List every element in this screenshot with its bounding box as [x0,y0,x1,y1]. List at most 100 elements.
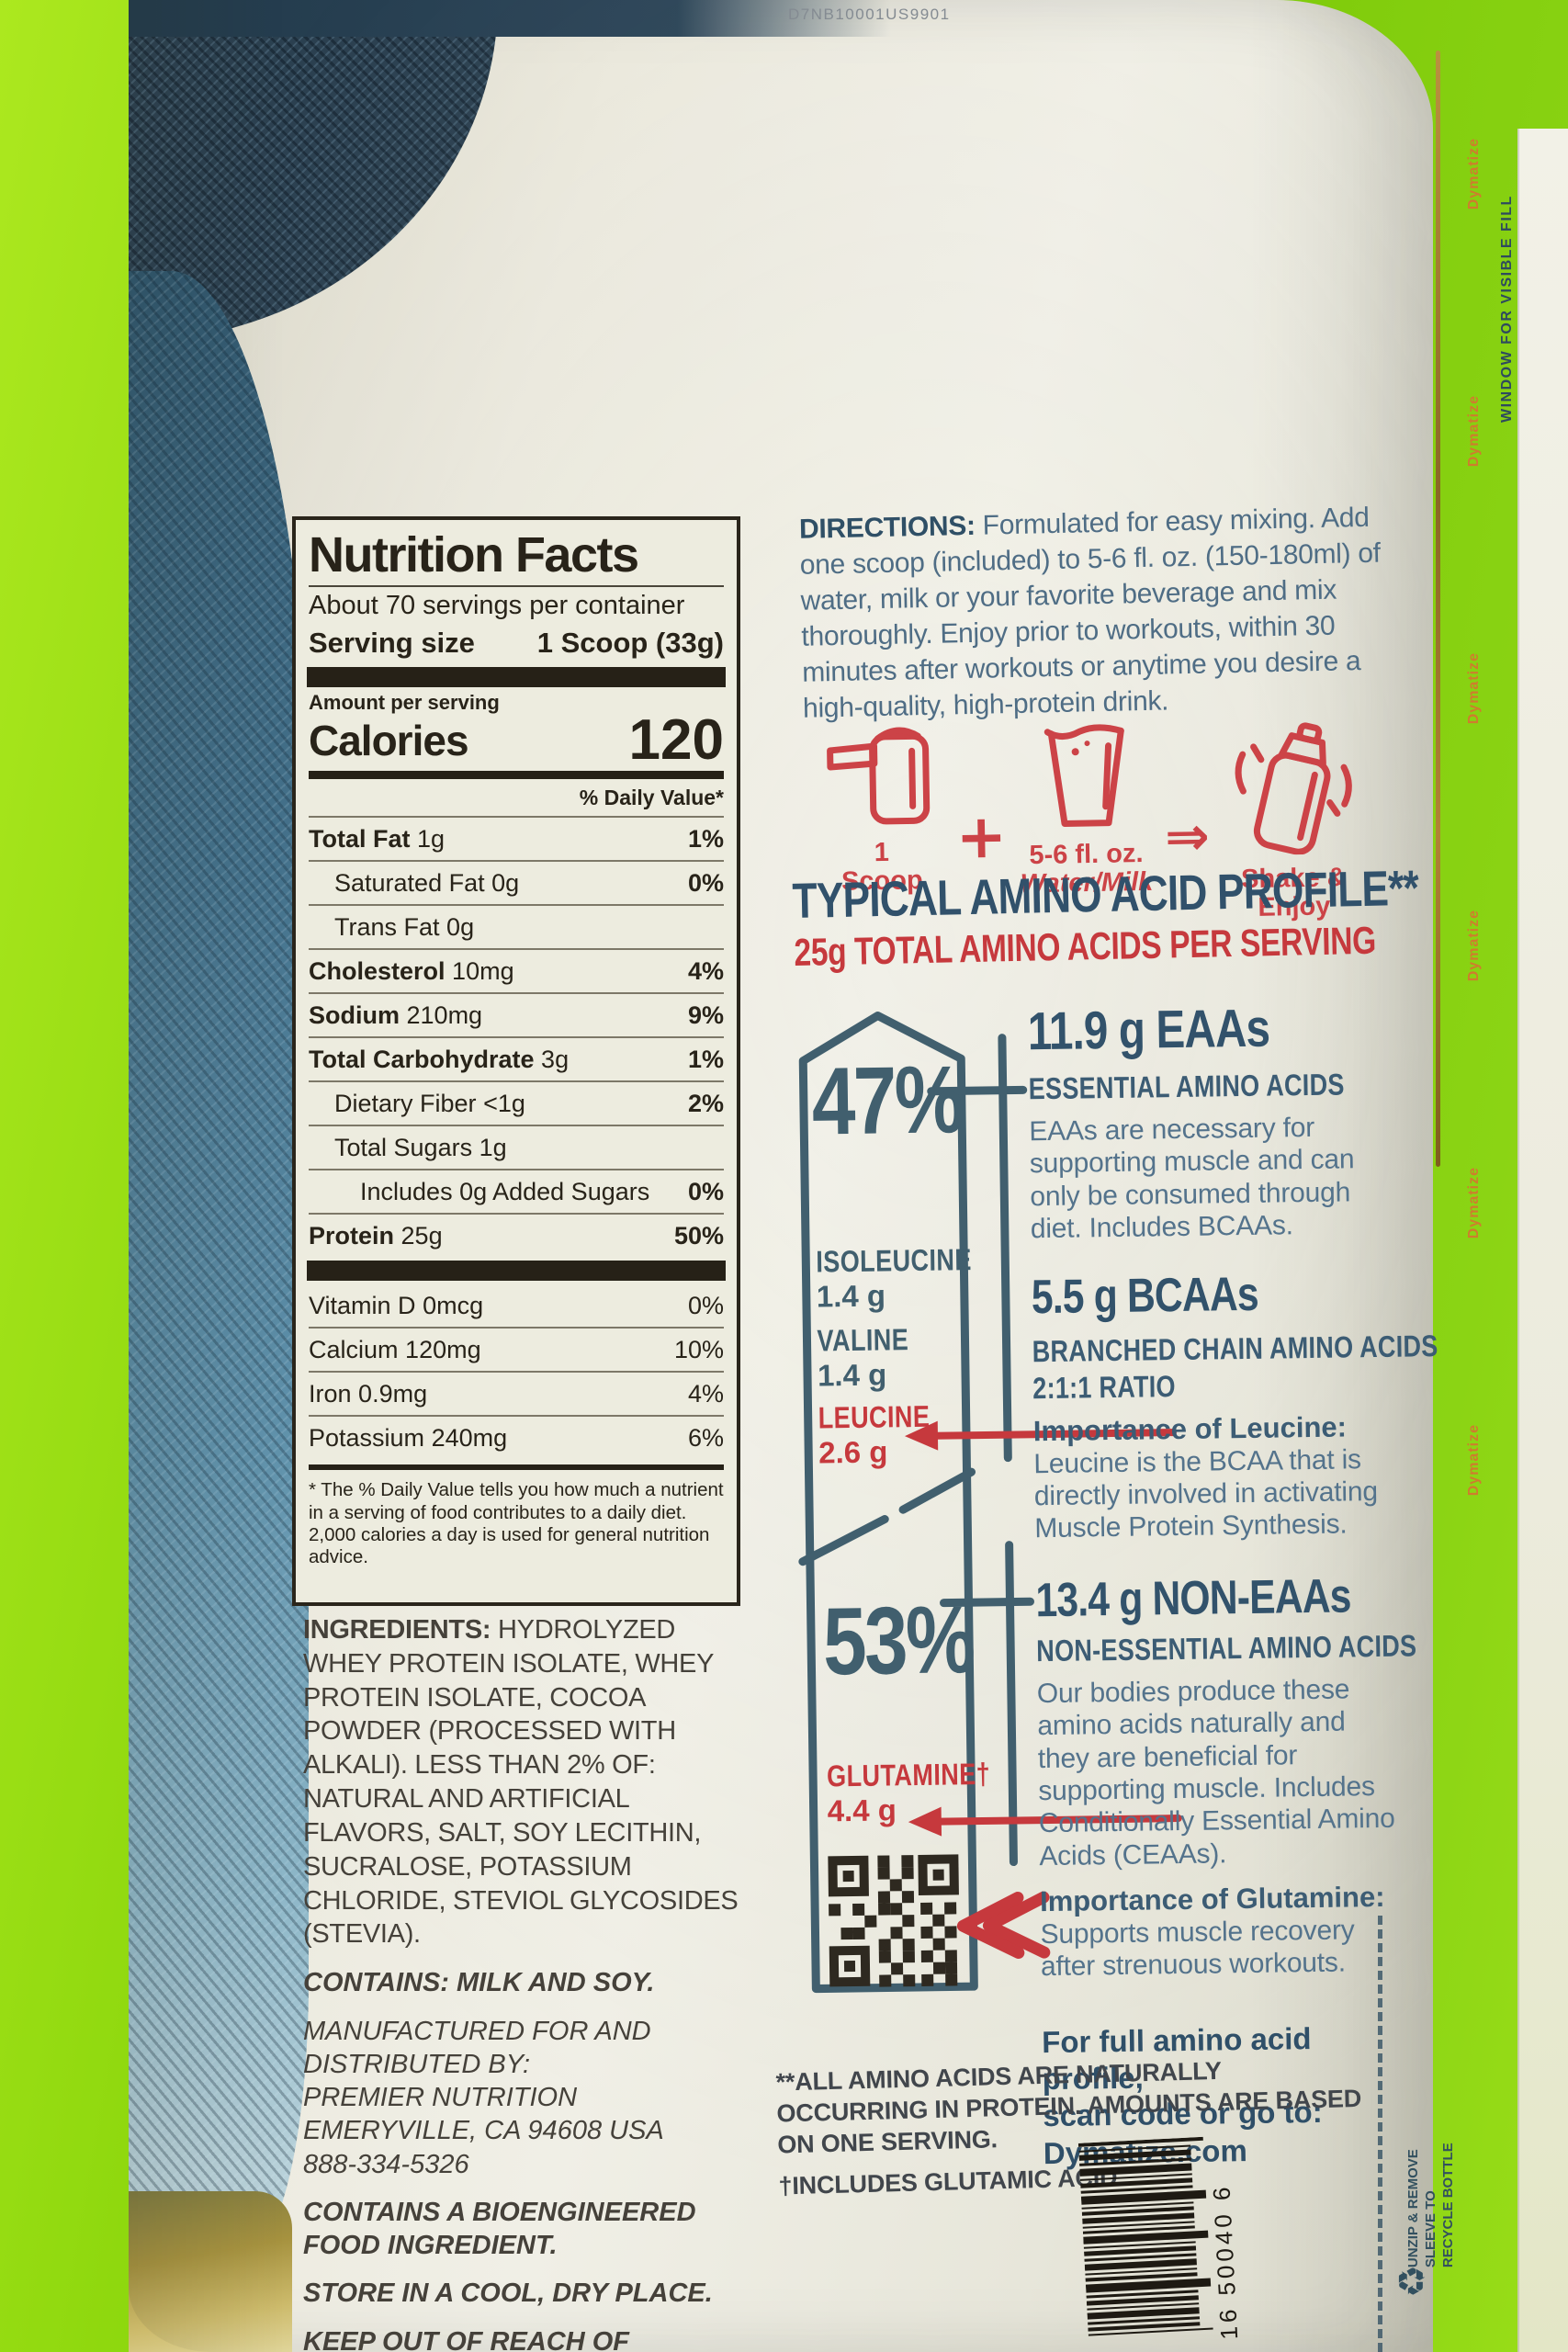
serving-size-row: Serving size 1 Scoop (33g) [309,627,724,660]
tear-strip-dashed-line [1378,1916,1382,2352]
eaa-heading: 11.9 g EAAs [1027,998,1270,1062]
nutrient-name-text: Calcium [309,1336,399,1364]
nutrient-dv: 6% [687,1424,724,1453]
step-shake: Shake & Enjoy [1216,714,1368,923]
brand-mark-vertical: Dymatize [1466,1167,1482,1239]
calories-row: Calories 120 [309,707,724,772]
eaa-percent: 47% [811,1046,963,1156]
mixing-steps: 1 Scoop + 5-6 fl. oz. Water/Milk ⇒ [814,714,1369,931]
nutrient-name-text: Includes 0g Added Sugars [360,1178,650,1206]
nutrient-name: Includes 0g Added Sugars [309,1178,649,1206]
nutrient-name-text: Total Sugars [334,1134,473,1162]
nutrient-amount: 10mg [452,957,514,986]
nutrient-dv: 9% [687,1001,724,1030]
daily-value-header: % Daily Value* [579,786,724,810]
nutrient-amount: <1g [483,1090,525,1118]
nutrient-name-text: Total Fat [309,825,411,854]
amino-annotations: 11.9 g EAAs ESSENTIAL AMINO ACIDS EAAs a… [1027,996,1438,2172]
vitamin-row: Potassium 240mg 6% [309,1415,724,1459]
nutrient-dv: 0% [687,1292,724,1320]
window-for-visible-fill-text: WINDOW FOR VISIBLE FILL [1499,195,1515,423]
lot-code: D7NB10001US9901 [788,6,951,23]
non-eaa-subheading: NON-ESSENTIAL AMINO ACIDS [1035,1628,1417,1668]
nutrient-name: Trans Fat 0g [309,913,474,942]
brand-mark-vertical: Dymatize [1466,910,1482,982]
sleeve-edge-strip [1517,129,1568,2352]
ingredients-label: INGREDIENTS: [303,1615,491,1645]
nutrient-amount: 240mg [431,1424,508,1453]
bcaa-subheading: BRANCHED CHAIN AMINO ACIDS [1032,1328,1438,1368]
non-eaa-body: Our bodies produce these amino acids nat… [1036,1674,1395,1871]
nutrient-name-text: Total Carbohydrate [309,1046,535,1074]
nutrient-name: Saturated Fat 0g [309,869,519,898]
directions-label: DIRECTIONS: [798,510,976,545]
amino-chart-lines [798,1012,1182,1994]
nutrient-name: Total Sugars 1g [309,1134,507,1162]
nutrient-amount: 25g [400,1222,443,1250]
nutrient-row: Sodium 210mg 9% [309,992,724,1036]
nutrient-row: Trans Fat 0g [309,904,724,948]
nutrient-dv: 50% [673,1222,724,1250]
medium-divider [309,1464,724,1471]
valine-label: VALINE [817,1322,909,1358]
non-eaa-percent: 53% [822,1587,975,1696]
shaker-icon [1224,722,1362,860]
nutrient-name-text: Dietary Fiber [334,1090,477,1118]
double-arrow-icon: ⇒ [1164,804,1211,868]
calories-value: 120 [628,707,724,772]
nutrient-amount: 210mg [406,1001,483,1030]
bottle-side-texture [129,271,309,2256]
nutrient-amount: 1g [417,825,446,854]
vitamin-row: Iron 0.9mg 4% [309,1371,724,1415]
nutrient-name: Vitamin D 0mcg [309,1292,483,1320]
bottle-top-edge [129,0,891,37]
servings-per-container: About 70 servings per container [309,590,685,620]
plus-sign: + [955,800,1008,873]
allergen-statement: CONTAINS: MILK AND SOY. [303,1968,655,1998]
brand-mark-vertical: Dymatize [1466,395,1482,468]
brand-mark-vertical: Dymatize [1466,138,1482,210]
nutrient-amount: 0g [491,869,520,898]
ingredients: INGREDIENTS: HYDROLYZED WHEY PROTEIN ISO… [303,1613,742,1951]
isoleucine-value: 1.4 g [816,1278,886,1314]
distributor-label: MANUFACTURED FOR AND DISTRIBUTED BY: [303,2016,651,2079]
vitamin-row: Calcium 120mg 10% [309,1327,724,1371]
nutrient-row: Protein 25g 50% [309,1213,724,1257]
nutrient-dv: 10% [673,1336,724,1364]
serving-size-label: Serving size [309,626,475,659]
thick-divider [307,666,726,687]
leucine-note-body: Leucine is the BCAA that is directly inv… [1033,1443,1379,1544]
qr-code [824,1850,964,1995]
nutrition-facts-title: Nutrition Facts [309,527,639,582]
non-eaa-heading: 13.4 g NON-EAAs [1035,1569,1351,1627]
amount-per-serving: Amount per serving [309,690,500,714]
nutrient-dv: 0% [687,869,724,898]
nutrient-row: Total Carbohydrate 3g 1% [309,1036,724,1080]
nutrient-amount: 0mcg [423,1292,484,1320]
warning-statement: KEEP OUT OF REACH OF CHILDREN. [303,2326,629,2352]
nutrient-name-text: Protein [309,1222,395,1250]
sleeve-seam-line [1436,51,1440,1167]
barcode-digits: 16 50040 6 [1207,2183,1243,2340]
eaa-subheading: ESSENTIAL AMINO ACIDS [1028,1067,1345,1106]
bioengineered-statement: CONTAINS A BIOENGINEERED FOOD INGREDIENT… [303,2197,696,2261]
amino-footnotes: **ALL AMINO ACIDS ARE NATURALLY OCCURRIN… [775,2052,1376,2203]
medium-divider [309,771,724,780]
nutrient-name-text: Sodium [309,1001,400,1030]
bcaa-ratio: 2:1:1 RATIO [1032,1368,1177,1405]
nutrient-dv: 1% [687,825,724,854]
nutrient-row: Saturated Fat 0g 0% [309,860,724,904]
nutrient-name: Total Carbohydrate 3g [309,1046,569,1074]
glutamine-value: 4.4 g [827,1792,897,1828]
amino-footnote-1: **ALL AMINO ACIDS ARE NATURALLY OCCURRIN… [775,2056,1362,2158]
recycle-icon: ♻ [1391,2265,1434,2298]
nutrient-amount: 3g [541,1046,570,1074]
nutrient-name: Protein 25g [309,1222,443,1250]
brand-mark-vertical: Dymatize [1466,652,1482,725]
amino-acid-chart: 47% ISOLEUCINE 1.4 g VALINE 1.4 g LEUCIN… [781,969,1438,2173]
nutrient-row: Cholesterol 10mg 4% [309,948,724,992]
glutamine-note-label: Importance of Glutamine: [1039,1880,1385,1918]
nutrient-name: Cholesterol 10mg [309,957,514,986]
glutamine-note-body: Supports muscle recovery after strenuous… [1040,1915,1355,1983]
barcode: 16 50040 6 [1077,2134,1255,2352]
